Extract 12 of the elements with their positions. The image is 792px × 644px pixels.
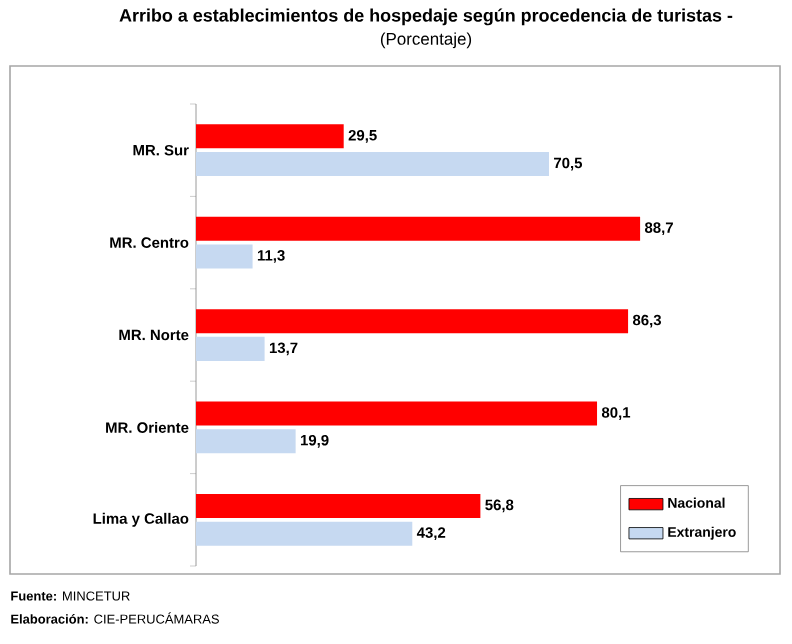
bar — [196, 336, 265, 361]
bar — [196, 401, 598, 426]
bar — [196, 244, 253, 269]
chart-subtitle: (Porcentaje) — [380, 32, 472, 49]
bar — [196, 152, 549, 177]
bar — [196, 429, 296, 454]
chart-title: Arribo a establecimientos de hospedaje según procedencia de turistas - — [119, 8, 733, 26]
bar — [196, 521, 413, 546]
bar — [196, 124, 344, 149]
bar — [196, 309, 629, 334]
bar — [196, 493, 481, 518]
bar — [196, 216, 641, 241]
